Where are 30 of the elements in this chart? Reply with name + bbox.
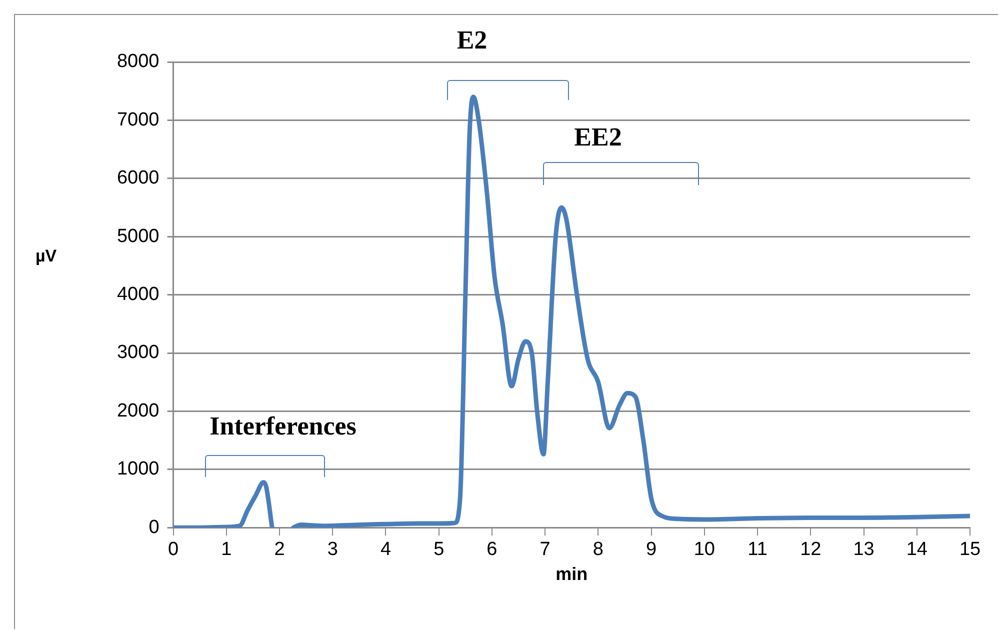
y-tick-label: 8000 [116,51,160,72]
x-tick-label: 7 [540,539,550,560]
annotation: EE2 [574,122,622,152]
x-tick-label: 9 [646,539,657,560]
y-tick-label: 7000 [116,109,160,130]
y-tick-label: 4000 [116,284,160,306]
x-tick-label: 5 [434,539,444,560]
x-tick-label: 10 [694,539,715,560]
x-tick-label: 1 [221,539,232,560]
y-tick-label: 3000 [116,342,160,364]
y-tick-label: 2000 [116,400,160,422]
y-axis-title: µV [35,246,58,266]
x-tick-label: 15 [959,539,981,560]
y-tick-label: 0 [148,516,160,538]
annotation: Interferences [210,412,356,441]
x-tick-label: 14 [906,539,928,560]
y-tick-label: 6000 [116,168,160,189]
x-tick-label: 6 [486,539,498,560]
y-tick-label: 1000 [116,458,160,480]
x-axis-title: min [556,564,588,584]
text: E2 [456,26,488,55]
x-tick-label: 8 [592,539,604,560]
x-tick-label: 0 [168,539,179,560]
x-tick-label: 13 [853,539,874,560]
x-tick-label: 11 [748,539,768,560]
y-tick-label: 5000 [116,226,160,247]
x-tick-label: 4 [380,539,392,560]
x-tick-label: 2 [274,539,285,560]
x-tick-label: 12 [800,539,822,560]
x-tick-label: 3 [327,539,338,560]
